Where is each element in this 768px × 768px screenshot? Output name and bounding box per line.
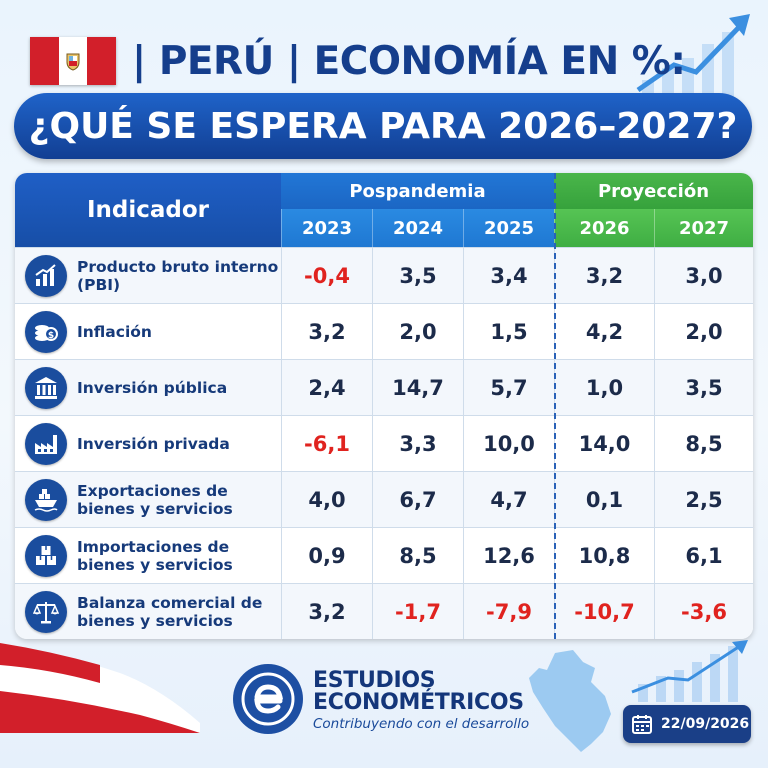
subtitle-banner: ¿QUÉ SE ESPERA PARA 2026–2027?	[14, 93, 752, 159]
value-cell-2025: 5,7	[463, 360, 554, 416]
value-cell-2026: 3,2	[554, 248, 654, 304]
projection-divider	[554, 173, 556, 639]
growth-chart-icon	[25, 255, 67, 297]
year-header-2027: 2027	[654, 209, 753, 247]
value-cell-2024: 3,5	[372, 248, 463, 304]
table-header: Indicador Pospandemia Proyección 2023 20…	[15, 173, 753, 247]
cargo-ship-icon	[25, 479, 67, 521]
indicator-label: Producto bruto interno (PBI)	[77, 258, 279, 294]
growth-arrow-decoration	[636, 14, 750, 102]
value-cell-2025: 12,6	[463, 528, 554, 584]
value-cell-2025: 4,7	[463, 472, 554, 528]
indicator-label: Importaciones de bienes y servicios	[77, 538, 233, 574]
brand-slogan: Contribuyendo con el desarrollo	[313, 716, 530, 732]
table-row: Balanza comercial de bienes y servicios …	[15, 583, 753, 639]
value-cell-2023: -0,4	[281, 248, 372, 304]
value-cell-2026: 0,1	[554, 472, 654, 528]
value-cell-2027: 2,0	[654, 304, 753, 360]
publication-date: 22/09/2026	[661, 716, 750, 732]
boxes-icon	[25, 535, 67, 577]
table-row: Inversión privada -6,1 3,3 10,0 14,0 8,5	[15, 415, 753, 472]
value-cell-2023: 4,0	[281, 472, 372, 528]
value-cell-2024: 6,7	[372, 472, 463, 528]
brand-name-line2: ECONOMÉTRICOS	[313, 690, 524, 715]
value-cell-2023: 2,4	[281, 360, 372, 416]
calendar-icon	[632, 715, 652, 734]
balance-scale-icon	[25, 591, 67, 633]
value-cell-2024: 14,7	[372, 360, 463, 416]
value-cell-2026: 4,2	[554, 304, 654, 360]
brand-name-line1: ESTUDIOS	[313, 668, 436, 693]
value-cell-2024: 8,5	[372, 528, 463, 584]
indicator-label: Inversión pública	[77, 379, 228, 397]
coins-icon: $	[25, 311, 67, 353]
value-cell-2027: 6,1	[654, 528, 753, 584]
value-cell-2026: 14,0	[554, 416, 654, 472]
date-badge: 22/09/2026	[623, 705, 751, 743]
indicator-label: Balanza comercial de bienes y servicios	[77, 594, 263, 630]
table-row: $ Inflación 3,2 2,0 1,5 4,2 2,0	[15, 303, 753, 360]
indicator-label: Inversión privada	[77, 435, 230, 453]
page-title: | PERÚ | ECONOMÍA EN %:	[132, 38, 686, 84]
group-header-proyeccion: Proyección	[554, 173, 753, 209]
waving-peru-flag-decoration	[0, 643, 200, 733]
value-cell-2027: 8,5	[654, 416, 753, 472]
indicator-column-header: Indicador	[15, 173, 281, 247]
value-cell-2027: 3,5	[654, 360, 753, 416]
year-header-2025: 2025	[463, 209, 554, 247]
value-cell-2026: 10,8	[554, 528, 654, 584]
year-header-2024: 2024	[372, 209, 463, 247]
value-cell-2026: 1,0	[554, 360, 654, 416]
value-cell-2027: 2,5	[654, 472, 753, 528]
value-cell-2027: -3,6	[654, 584, 753, 639]
table-row: Importaciones de bienes y servicios 0,9 8…	[15, 527, 753, 584]
value-cell-2027: 3,0	[654, 248, 753, 304]
value-cell-2023: 3,2	[281, 584, 372, 639]
government-building-icon	[25, 367, 67, 409]
growth-chart-decoration	[631, 640, 748, 702]
peru-map-icon	[529, 650, 611, 752]
svg-text:$: $	[48, 331, 54, 341]
value-cell-2023: -6,1	[281, 416, 372, 472]
table-row: Exportaciones de bienes y servicios 4,0 6…	[15, 471, 753, 528]
page-subtitle: ¿QUÉ SE ESPERA PARA 2026–2027?	[28, 105, 738, 147]
value-cell-2024: 3,3	[372, 416, 463, 472]
peru-flag-icon	[30, 37, 116, 85]
estudios-econometricos-logo	[233, 664, 303, 734]
indicator-label: Inflación	[77, 323, 152, 341]
table-row: Inversión pública 2,4 14,7 5,7 1,0 3,5	[15, 359, 753, 416]
economy-table: Indicador Pospandemia Proyección 2023 20…	[15, 173, 753, 639]
value-cell-2024: -1,7	[372, 584, 463, 639]
indicator-label: Exportaciones de bienes y servicios	[77, 482, 233, 518]
value-cell-2023: 3,2	[281, 304, 372, 360]
value-cell-2025: 10,0	[463, 416, 554, 472]
value-cell-2024: 2,0	[372, 304, 463, 360]
group-header-pospandemia: Pospandemia	[281, 173, 554, 209]
value-cell-2025: -7,9	[463, 584, 554, 639]
value-cell-2026: -10,7	[554, 584, 654, 639]
value-cell-2025: 3,4	[463, 248, 554, 304]
factory-icon	[25, 423, 67, 465]
year-header-2023: 2023	[281, 209, 372, 247]
year-header-2026: 2026	[554, 209, 654, 247]
header-title-row: | PERÚ | ECONOMÍA EN %:	[30, 36, 686, 86]
table-row: Producto bruto interno (PBI) -0,4 3,5 3,4 3…	[15, 247, 753, 304]
value-cell-2025: 1,5	[463, 304, 554, 360]
value-cell-2023: 0,9	[281, 528, 372, 584]
